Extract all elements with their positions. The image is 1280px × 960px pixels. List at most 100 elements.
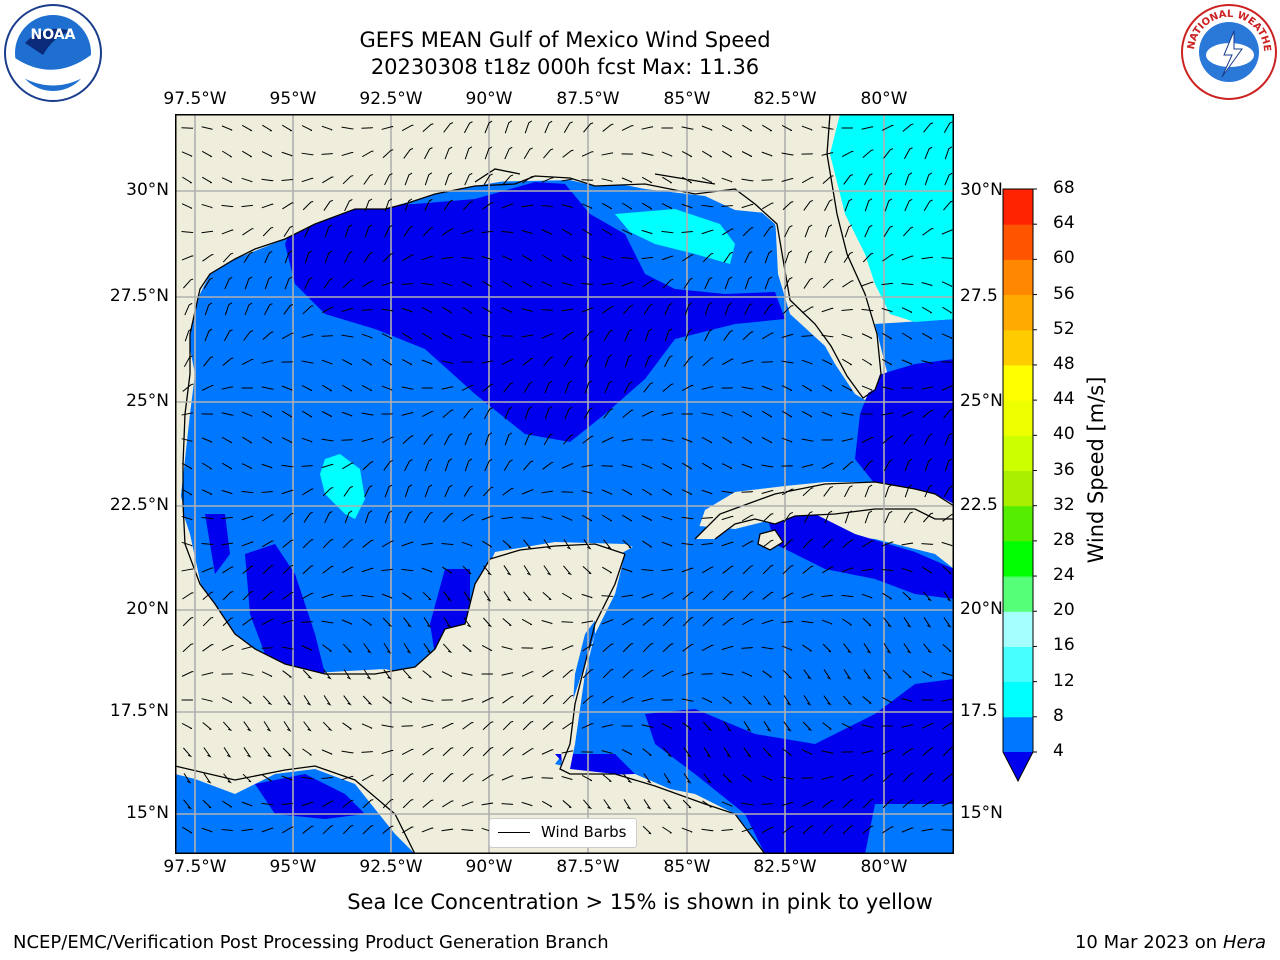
wind-barb — [484, 120, 493, 134]
wind-barb — [502, 487, 514, 496]
wind-barb — [681, 827, 693, 833]
wind-barb — [204, 328, 213, 342]
wind-barb — [744, 251, 753, 264]
svg-text:NOAA: NOAA — [31, 27, 76, 43]
wind-barb — [782, 669, 793, 679]
wind-barb — [641, 410, 654, 417]
wind-barb — [861, 333, 873, 339]
wind-barb — [601, 202, 613, 210]
wind-barb — [563, 539, 572, 550]
wind-barb — [904, 484, 913, 498]
wind-barb — [581, 203, 593, 209]
wind-barb — [444, 172, 453, 186]
wind-barb — [761, 437, 773, 444]
wind-barb — [503, 591, 512, 602]
wind-barb — [661, 723, 673, 729]
wind-barb — [222, 800, 232, 808]
wind-barb — [301, 152, 314, 156]
wind-barb — [303, 695, 312, 706]
wind-barb — [562, 694, 574, 705]
wind-barb — [323, 277, 334, 289]
wind-barb — [202, 254, 214, 262]
wind-barb — [521, 671, 534, 677]
wind-barb — [642, 642, 654, 653]
wind-barb — [601, 619, 614, 625]
wind-barb — [341, 411, 353, 417]
wind-barb — [741, 540, 754, 548]
colorbar-outline — [1002, 188, 1034, 783]
wind-barb — [823, 669, 832, 680]
wind-barb — [682, 799, 692, 809]
wind-barb — [403, 148, 414, 159]
wind-barb — [521, 801, 533, 807]
wind-barb — [441, 542, 454, 546]
wind-barb — [682, 643, 694, 652]
wind-barb — [543, 539, 552, 550]
wind-barb — [301, 621, 314, 623]
wind-barb — [902, 123, 914, 132]
wind-barb — [461, 385, 474, 391]
wind-barb — [182, 747, 193, 758]
wind-barb — [622, 642, 634, 653]
wind-barb — [824, 250, 833, 264]
wind-barb — [742, 436, 752, 444]
wind-barb — [523, 381, 533, 394]
wind-barb — [283, 721, 292, 732]
wind-barb — [362, 695, 373, 706]
wind-barb — [822, 722, 832, 730]
wind-barb — [661, 412, 674, 416]
wind-barb — [544, 380, 553, 394]
wind-barb — [403, 225, 413, 237]
wind-barb — [264, 250, 273, 264]
wind-barb — [581, 774, 593, 782]
colorbar-tick-label: 32 — [1053, 494, 1075, 515]
wind-barb — [483, 173, 493, 185]
wind-barb — [424, 458, 433, 472]
wind-barb — [261, 360, 274, 364]
wind-barb — [702, 617, 714, 627]
wind-barb — [881, 307, 893, 313]
lon-tick-top: 90°W — [465, 89, 513, 109]
wind-barb — [782, 410, 792, 418]
wind-barb — [821, 126, 835, 130]
wind-barb — [861, 724, 875, 728]
wind-barb — [182, 616, 194, 627]
wind-barb — [841, 774, 854, 781]
wind-barb — [482, 746, 494, 757]
wind-barb — [602, 305, 614, 314]
wind-barb — [904, 458, 913, 472]
wind-barb — [441, 281, 453, 287]
wind-barb — [942, 565, 952, 575]
wind-barb — [922, 772, 934, 783]
wind-barb — [382, 825, 394, 834]
wind-barb — [844, 485, 853, 498]
wind-barb — [942, 306, 952, 314]
wind-barb — [422, 591, 432, 601]
wind-barb — [601, 489, 613, 495]
lon-tick-top: 87.5°W — [556, 89, 620, 109]
lat-tick-right: 20°N — [960, 599, 1003, 619]
wind-barb — [664, 355, 673, 368]
wind-barb — [243, 747, 252, 758]
lat-tick-left: 20°N — [126, 599, 169, 619]
wind-barb — [423, 617, 432, 628]
wind-barb — [781, 776, 795, 780]
wind-barb — [301, 384, 313, 392]
wind-barb — [843, 174, 854, 185]
wind-barb-legend-line — [498, 832, 530, 833]
wind-barb — [601, 724, 614, 728]
wind-barb — [501, 231, 514, 234]
wind-barb — [341, 750, 355, 754]
wind-barb — [681, 671, 694, 676]
wind-barb — [802, 565, 814, 574]
wind-barb — [742, 227, 754, 237]
wind-barb — [222, 357, 234, 366]
wind-barb — [784, 277, 793, 290]
wind-barb — [402, 592, 412, 600]
wind-barb — [504, 146, 513, 160]
wind-barb — [601, 282, 614, 286]
wind-barb — [302, 200, 314, 211]
wind-barb — [502, 720, 514, 731]
wind-barb — [944, 172, 953, 186]
calm-region — [285, 182, 785, 442]
